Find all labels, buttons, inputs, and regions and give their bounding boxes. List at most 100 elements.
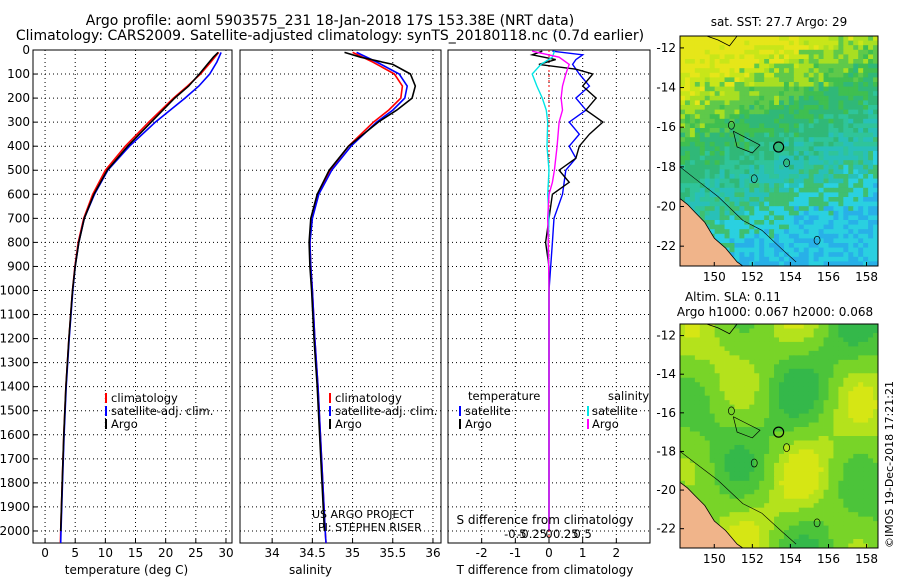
- panel-sla-cell: [793, 471, 800, 477]
- panel-sst-cell: [858, 155, 864, 161]
- panel-sla-cell: [813, 395, 819, 401]
- panel-sla-cell: [689, 373, 696, 379]
- panel-sla-cell: [779, 512, 785, 518]
- panel-sst-cell: [808, 151, 815, 156]
- panel-sst-cell: [848, 252, 854, 258]
- panel-sst-cell: [754, 109, 760, 115]
- panel-sla-cell: [813, 485, 819, 491]
- panel-sst-cell: [759, 256, 765, 262]
- panel-sla-cell: [704, 328, 711, 334]
- panel-sla-cell: [838, 453, 844, 459]
- panel-sla-cell: [689, 413, 696, 419]
- panel-sst-cell: [808, 174, 815, 179]
- panel-sst-cell: [774, 105, 780, 110]
- panel-sla-cell: [863, 391, 869, 397]
- panel-sst-cell: [828, 36, 834, 41]
- panel-sst-cell: [873, 233, 879, 239]
- panel-sst-cell: [838, 123, 844, 129]
- panel-sst-cell: [793, 220, 800, 225]
- panel-sla-cell: [764, 444, 770, 450]
- panel-sla-cell: [729, 507, 735, 513]
- panel-sst-cell: [848, 123, 854, 129]
- panel-sla-cell: [724, 400, 730, 406]
- panel-sst-cell: [833, 206, 839, 212]
- panel-sst-cell: [774, 192, 780, 198]
- panel-sst-cell: [689, 72, 696, 78]
- panel-sla-cell: [724, 476, 730, 482]
- panel-sla-cell: [729, 453, 735, 459]
- panel-sst-cell: [694, 169, 701, 175]
- panel-sla-cell: [823, 355, 829, 361]
- panel-sla-cell: [689, 436, 696, 441]
- panel-sla-cell: [783, 350, 790, 356]
- panel-sla-cell: [873, 458, 879, 464]
- panel-sla-cell: [838, 422, 844, 428]
- panel-sla-ytick-label: -14: [656, 367, 676, 381]
- panel-sst-cell: [793, 215, 800, 221]
- panel-sla-cell: [793, 395, 800, 401]
- panel-sst-cell: [818, 206, 824, 212]
- panel-sla-cell: [823, 444, 829, 450]
- panel-sst-cell: [808, 215, 815, 221]
- panel-sst-cell: [694, 141, 701, 147]
- panel-sst-cell: [759, 164, 765, 170]
- panel-sst-xtick-label: 150: [703, 270, 726, 284]
- panel-sst-cell: [863, 109, 869, 115]
- panel-sla-cell: [779, 328, 785, 334]
- temp-ytick-label: 100: [7, 67, 30, 81]
- panel-sst-cell: [689, 151, 696, 156]
- panel-sla-cell: [848, 391, 854, 397]
- panel-sst-cell: [818, 155, 824, 161]
- panel-sst-cell: [689, 36, 696, 41]
- panel-sla-cell: [803, 512, 810, 518]
- panel-sla-cell: [853, 382, 859, 388]
- panel-sst-cell: [744, 210, 750, 216]
- panel-sla-cell: [739, 539, 745, 544]
- panel-sst-cell: [709, 197, 716, 202]
- panel-sst-cell: [709, 178, 716, 184]
- panel-sla-cell: [729, 436, 735, 441]
- panel-sla-cell: [828, 404, 834, 410]
- panel-sst-cell: [734, 229, 740, 235]
- panel-sla-cell: [774, 436, 780, 441]
- panel-sla-cell: [873, 489, 879, 495]
- panel-sst-cell: [833, 215, 839, 221]
- panel-sla-cell: [709, 373, 716, 379]
- panel-sla-cell: [873, 543, 879, 549]
- panel-sla-cell: [709, 427, 716, 432]
- panel-sla-cell: [764, 543, 770, 549]
- panel-sst-cell: [744, 45, 750, 51]
- panel-sla-cell: [788, 436, 795, 441]
- panel-sla-cell: [828, 359, 834, 365]
- panel-sla-cell: [783, 498, 790, 504]
- panel-sst-cell: [729, 206, 735, 212]
- panel-sst-cell: [798, 183, 805, 189]
- panel-sla-cell: [808, 409, 815, 414]
- panel-sla-cell: [798, 386, 805, 392]
- panel-sst-cell: [684, 86, 691, 92]
- panel-sst-cell: [863, 36, 869, 41]
- panel-sst-cell: [759, 151, 765, 156]
- panel-sla-cell: [704, 449, 711, 455]
- diff-xlabel-top: S difference from climatology: [457, 513, 634, 527]
- panel-sst-cell: [788, 151, 795, 156]
- panel-sla-cell: [788, 373, 795, 379]
- panel-sla-cell: [764, 458, 770, 464]
- panel-sla-cell: [680, 476, 686, 482]
- diff-xtick-label: 2: [613, 546, 621, 560]
- panel-sst-cell: [803, 187, 810, 193]
- panel-sst-cell: [774, 256, 780, 262]
- panel-sla-cell: [714, 400, 720, 406]
- panel-sst-cell: [803, 197, 810, 202]
- panel-sla-cell: [769, 440, 775, 446]
- panel-sla-cell: [828, 391, 834, 397]
- panel-sla-cell: [853, 324, 859, 329]
- panel-sla-cell: [873, 539, 879, 544]
- panel-sst-cell: [828, 210, 834, 216]
- panel-sst-cell: [843, 206, 849, 212]
- panel-sla-cell: [724, 525, 730, 531]
- panel-sla-cell: [734, 431, 740, 437]
- panel-sst-cell: [684, 146, 691, 152]
- panel-sla-cell: [838, 409, 844, 414]
- panel-sst-cell: [793, 141, 800, 147]
